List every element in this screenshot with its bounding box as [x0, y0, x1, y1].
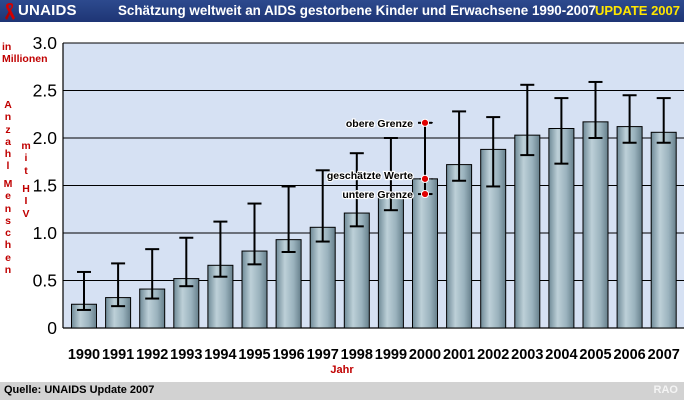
- legend-estimate-label: geschätzte Werte: [327, 170, 413, 182]
- y-tick-label: 0.5: [33, 271, 57, 291]
- unaids-logo: UNAIDS: [18, 2, 77, 19]
- bar-1996: [275, 239, 302, 329]
- y-tick-label: 0: [47, 318, 57, 338]
- legend-lower-dot: [420, 189, 430, 199]
- x-tick-label: 1997: [307, 347, 339, 363]
- bar-2000: [412, 178, 438, 329]
- x-tick-label: 1992: [136, 347, 168, 363]
- x-tick-label: 1991: [102, 347, 134, 363]
- ylabel-menschen: M e n s c h e n: [3, 178, 13, 277]
- ylabel-millionen: Millionen: [2, 53, 48, 65]
- x-tick-label: 2006: [613, 347, 645, 363]
- x-tick-label: 2004: [545, 347, 577, 363]
- x-tick-label: 1993: [170, 347, 202, 363]
- x-tick-label: 1996: [272, 347, 304, 363]
- rao-mark: RAO: [653, 384, 678, 396]
- x-tick-label: 2001: [443, 347, 475, 363]
- bar-1991: [105, 297, 132, 329]
- bar-2003: [514, 134, 541, 329]
- x-axis-label: Jahr: [330, 364, 354, 376]
- y-tick-label: 1.0: [33, 223, 58, 243]
- x-tick-label: 1999: [375, 347, 407, 363]
- update-badge: UPDATE 2007: [594, 3, 680, 18]
- legend-lower-label: untere Grenze: [342, 189, 413, 201]
- ylabel-hiv: H I V: [22, 183, 30, 220]
- x-tick-label: 1994: [204, 347, 236, 363]
- x-tick-label: 1998: [341, 347, 373, 363]
- chart-title: Schätzung weltweit an AIDS gestorbene Ki…: [118, 3, 596, 18]
- x-tick-label: 1995: [238, 347, 270, 363]
- bar-2005: [582, 121, 609, 329]
- x-tick-label: 2007: [648, 347, 680, 363]
- ylabel-in: in: [2, 41, 12, 53]
- legend-upper-label: obere Grenze: [346, 118, 413, 130]
- bar-1997: [309, 226, 336, 329]
- y-tick-label: 1.5: [33, 176, 57, 196]
- y-tick-label: 2.5: [33, 81, 57, 101]
- x-tick-label: 2000: [409, 347, 441, 363]
- red-ribbon-icon: [5, 3, 15, 20]
- bar-2007: [650, 131, 677, 329]
- legend-estimate-dot: [420, 174, 430, 183]
- bar-1999: [377, 195, 404, 329]
- source-note: Quelle: UNAIDS Update 2007: [4, 384, 155, 396]
- bar-1998: [343, 212, 370, 329]
- x-tick-label: 2003: [511, 347, 543, 363]
- ylabel-mit: m i t: [21, 140, 31, 177]
- x-tick-label: 2002: [477, 347, 509, 363]
- y-tick-label: 2.0: [33, 128, 58, 148]
- ylabel-anzahl: A n z a h l: [4, 99, 12, 173]
- bar-1994: [207, 264, 234, 329]
- footer-bar: Quelle: UNAIDS Update 2007 RAO: [0, 382, 684, 400]
- y-tick-label: 3.0: [33, 33, 58, 53]
- bar-2006: [616, 126, 643, 329]
- bar-2001: [446, 164, 473, 329]
- x-tick-label: 1990: [68, 347, 100, 363]
- legend-upper-dot: [420, 118, 430, 127]
- x-tick-label: 2005: [579, 347, 611, 363]
- header-bar: UNAIDS Schätzung weltweit an AIDS gestor…: [0, 0, 684, 22]
